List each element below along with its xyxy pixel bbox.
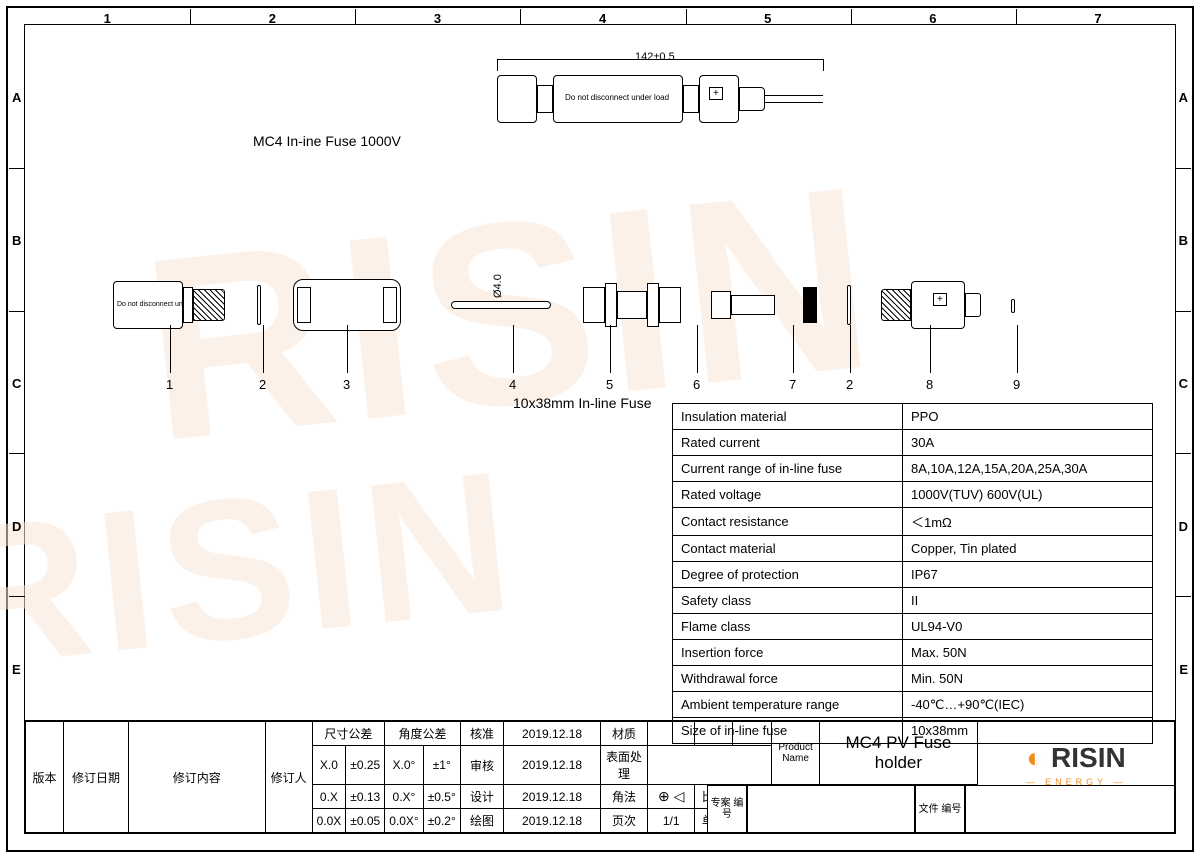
- part-number-7: 7: [789, 377, 796, 392]
- spec-cell: Insertion force: [673, 640, 903, 666]
- col-label: 3: [434, 11, 441, 26]
- part-number-4: 4: [509, 377, 516, 392]
- dim-top: 142±0.5: [635, 51, 675, 63]
- product-name: MC4 PV Fuse holder: [819, 722, 977, 785]
- col-label: 4: [599, 11, 606, 26]
- dim-line-top: [497, 59, 823, 60]
- spec-table: Insulation materialPPORated current30ACu…: [672, 403, 1153, 744]
- row-label-r: E: [1179, 662, 1188, 677]
- tb-rev: 版本: [26, 722, 64, 833]
- title-block: 版本 修订日期 修订内容 修订人 尺寸公差 角度公差 核准 2019.12.18…: [25, 720, 1175, 833]
- spec-cell: Rated voltage: [673, 482, 903, 508]
- tb-rev-date: 修订日期: [64, 722, 129, 833]
- spec-cell: ＜1mΩ: [903, 508, 1153, 536]
- row-label-r: D: [1179, 519, 1188, 534]
- part-number-1: 1: [166, 377, 173, 392]
- row-label-r: C: [1179, 376, 1188, 391]
- spec-cell: Contact material: [673, 536, 903, 562]
- spec-cell: II: [903, 588, 1153, 614]
- spec-cell: Min. 50N: [903, 666, 1153, 692]
- spec-cell: IP67: [903, 562, 1153, 588]
- spec-cell: Rated current: [673, 430, 903, 456]
- spec-cell: Insulation material: [673, 404, 903, 430]
- part-number-6: 6: [693, 377, 700, 392]
- watermark-2: RISIN: [0, 426, 529, 715]
- assy-cable: [765, 95, 823, 103]
- spec-cell: UL94-V0: [903, 614, 1153, 640]
- part-number-8: 8: [926, 377, 933, 392]
- assy-male-housing: [497, 75, 537, 123]
- row-label: B: [12, 233, 21, 248]
- spec-cell: -40℃…+90℃(IEC): [903, 692, 1153, 718]
- row-label: D: [12, 519, 21, 534]
- tb-rev-content: 修订内容: [128, 722, 265, 833]
- spec-cell: Withdrawal force: [673, 666, 903, 692]
- exploded-caption: 10x38mm In-line Fuse: [513, 395, 652, 411]
- col-label: 1: [104, 11, 111, 26]
- spec-cell: Degree of protection: [673, 562, 903, 588]
- row-label-r: A: [1179, 90, 1188, 105]
- spec-cell: Contact resistance: [673, 508, 903, 536]
- spec-cell: Max. 50N: [903, 640, 1153, 666]
- part-number-3: 3: [343, 377, 350, 392]
- spec-cell: 8A,10A,12A,15A,20A,25A,30A: [903, 456, 1153, 482]
- row-label: A: [12, 90, 21, 105]
- spec-cell: Copper, Tin plated: [903, 536, 1153, 562]
- col-label: 7: [1094, 11, 1101, 26]
- spec-cell: Flame class: [673, 614, 903, 640]
- spec-cell: PPO: [903, 404, 1153, 430]
- diameter-label: Ø4.0: [492, 274, 504, 298]
- drawing-sheet: RISIN RISIN 1234567 AABBCCDDEE 142±0.5 D…: [6, 6, 1194, 852]
- part-number-2: 2: [259, 377, 266, 392]
- spec-cell: Safety class: [673, 588, 903, 614]
- spec-cell: Ambient temperature range: [673, 692, 903, 718]
- row-label: E: [12, 662, 21, 677]
- tb-rev-by: 修订人: [265, 722, 312, 833]
- col-label: 5: [764, 11, 771, 26]
- part-number-5: 5: [606, 377, 613, 392]
- part-number-2: 2: [846, 377, 853, 392]
- col-label: 2: [269, 11, 276, 26]
- row-label: C: [12, 376, 21, 391]
- projection-symbol: ⊕ ◁: [647, 785, 694, 809]
- col-label: 6: [929, 11, 936, 26]
- row-label-r: B: [1179, 233, 1188, 248]
- spec-cell: 1000V(TUV) 600V(UL): [903, 482, 1153, 508]
- spec-cell: 30A: [903, 430, 1153, 456]
- inner-frame: RISIN RISIN 1234567 AABBCCDDEE 142±0.5 D…: [24, 24, 1176, 834]
- part-number-9: 9: [1013, 377, 1020, 392]
- drawing-title: MC4 In-ine Fuse 1000V: [253, 133, 401, 149]
- spec-cell: Current range of in-line fuse: [673, 456, 903, 482]
